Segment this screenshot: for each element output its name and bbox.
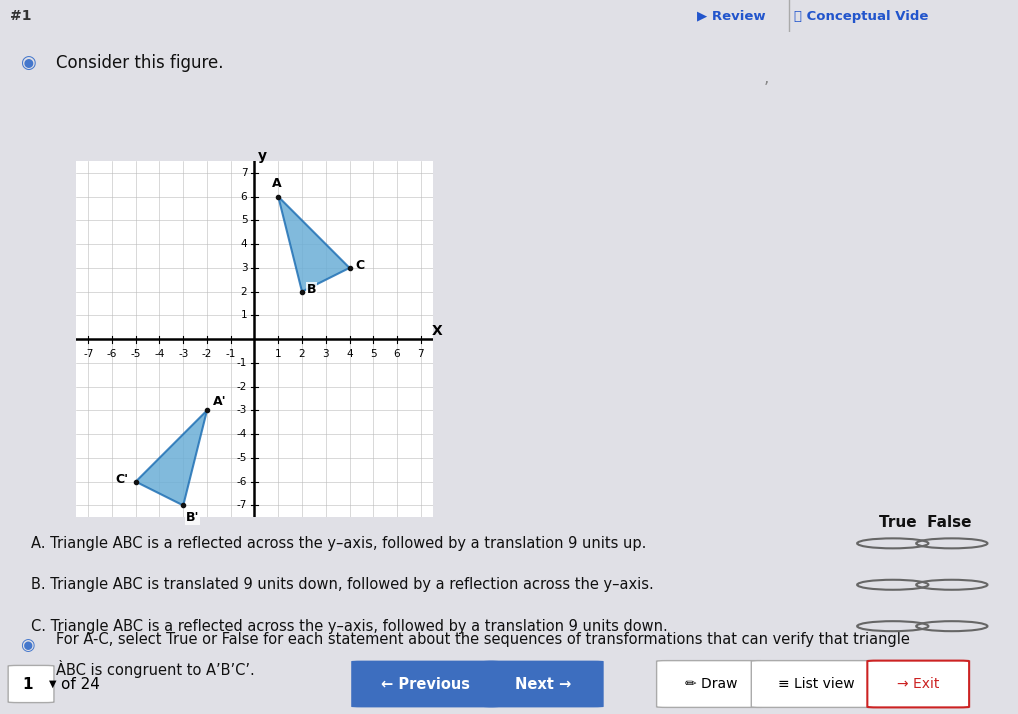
FancyBboxPatch shape: [351, 660, 499, 708]
Text: ◉: ◉: [20, 635, 35, 654]
Text: -5: -5: [130, 348, 140, 358]
Text: B': B': [185, 511, 200, 524]
Text: Consider this figure.: Consider this figure.: [56, 54, 224, 72]
Text: A: A: [272, 176, 282, 189]
Text: ,: ,: [764, 69, 769, 87]
Text: ▼: ▼: [49, 679, 56, 689]
Text: → Exit: → Exit: [897, 677, 940, 691]
Text: -3: -3: [237, 406, 247, 416]
Text: A. Triangle ABC is a reflected across the y–axis, followed by a translation 9 un: A. Triangle ABC is a reflected across th…: [31, 536, 645, 551]
Text: ⬛ Conceptual Vide: ⬛ Conceptual Vide: [794, 9, 928, 23]
Text: 4: 4: [346, 348, 353, 358]
Text: -6: -6: [107, 348, 117, 358]
Text: ≡ List view: ≡ List view: [778, 677, 855, 691]
Text: B: B: [306, 283, 317, 296]
FancyBboxPatch shape: [751, 660, 882, 708]
Text: -7: -7: [83, 348, 94, 358]
FancyBboxPatch shape: [484, 660, 604, 708]
Text: ▶ Review: ▶ Review: [697, 9, 766, 23]
Text: -4: -4: [237, 429, 247, 439]
Text: 1: 1: [240, 311, 247, 321]
Text: C: C: [355, 259, 364, 272]
Text: y: y: [259, 149, 268, 164]
Text: 4: 4: [240, 239, 247, 249]
Text: 2: 2: [298, 348, 305, 358]
Text: ◉: ◉: [20, 54, 36, 72]
Text: 3: 3: [240, 263, 247, 273]
Text: B. Triangle ABC is translated 9 units down, followed by a reflection across the : B. Triangle ABC is translated 9 units do…: [31, 577, 654, 593]
Text: -1: -1: [226, 348, 236, 358]
Text: 1: 1: [22, 676, 33, 692]
Text: For A-C, select True or False for each statement about the sequences of transfor: For A-C, select True or False for each s…: [56, 632, 910, 647]
Polygon shape: [135, 411, 207, 506]
Text: C': C': [115, 473, 128, 486]
FancyBboxPatch shape: [867, 660, 969, 708]
Text: ✏ Draw: ✏ Draw: [685, 677, 738, 691]
Text: ÀBC is congruent to A’B’C’.: ÀBC is congruent to A’B’C’.: [56, 660, 255, 678]
Text: ← Previous: ← Previous: [381, 676, 470, 692]
Text: #1: #1: [10, 9, 32, 23]
Text: 6: 6: [394, 348, 400, 358]
Text: 7: 7: [417, 348, 425, 358]
Text: -5: -5: [237, 453, 247, 463]
Text: of 24: of 24: [61, 676, 100, 692]
Text: X: X: [432, 324, 443, 338]
FancyBboxPatch shape: [657, 660, 767, 708]
Text: -1: -1: [237, 358, 247, 368]
Polygon shape: [278, 196, 349, 291]
Text: 7: 7: [240, 168, 247, 178]
Text: 3: 3: [323, 348, 329, 358]
Text: 2: 2: [240, 286, 247, 296]
Text: True  False: True False: [879, 515, 971, 530]
Text: 1: 1: [275, 348, 282, 358]
FancyBboxPatch shape: [8, 665, 54, 703]
Text: -7: -7: [237, 501, 247, 511]
Text: -2: -2: [237, 382, 247, 392]
Text: 6: 6: [240, 191, 247, 201]
Text: -2: -2: [202, 348, 212, 358]
Text: 5: 5: [240, 216, 247, 226]
Text: Next →: Next →: [515, 676, 572, 692]
Text: -3: -3: [178, 348, 188, 358]
Text: -6: -6: [237, 477, 247, 487]
Text: A': A': [213, 395, 227, 408]
Text: C. Triangle ABC is a reflected across the y–axis, followed by a translation 9 un: C. Triangle ABC is a reflected across th…: [31, 618, 667, 634]
Text: 5: 5: [370, 348, 377, 358]
Text: -4: -4: [155, 348, 165, 358]
